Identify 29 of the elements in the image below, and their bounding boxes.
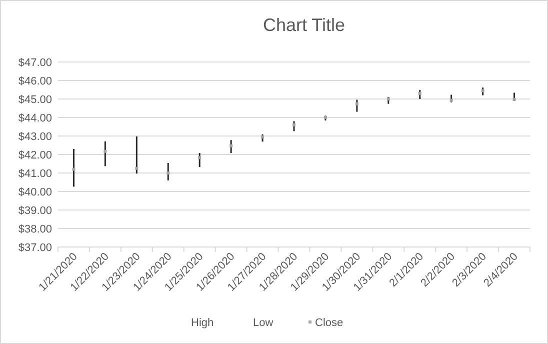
point — [135, 166, 138, 170]
y-tick-label: $46.00 — [18, 75, 52, 88]
y-tick-label: $44.00 — [18, 112, 52, 124]
y-tick-label: $40.00 — [18, 186, 52, 198]
point — [166, 172, 170, 174]
y-tick-label: $47.00 — [18, 56, 52, 69]
y-tick-label: $38.00 — [18, 223, 52, 236]
y-tick-label: $42.00 — [18, 149, 52, 162]
y-tick-label: $37.00 — [18, 242, 52, 254]
text: High — [191, 316, 214, 329]
y-tick-label: $45.00 — [18, 94, 52, 106]
point — [355, 102, 358, 106]
point — [198, 156, 202, 160]
point — [261, 135, 264, 138]
text: Low — [253, 316, 274, 329]
point — [418, 92, 422, 95]
point — [72, 168, 76, 171]
legend-label: Close — [315, 316, 344, 329]
y-tick-label: $41.00 — [18, 168, 52, 180]
point — [481, 89, 484, 92]
point — [230, 144, 233, 148]
point — [450, 98, 453, 102]
point — [386, 98, 390, 100]
y-tick-label: $39.00 — [18, 204, 52, 217]
point — [104, 150, 107, 153]
y-tick-label: $43.00 — [18, 130, 52, 143]
point — [292, 123, 296, 126]
point — [512, 98, 516, 101]
chart-title: Chart Title — [262, 15, 346, 35]
